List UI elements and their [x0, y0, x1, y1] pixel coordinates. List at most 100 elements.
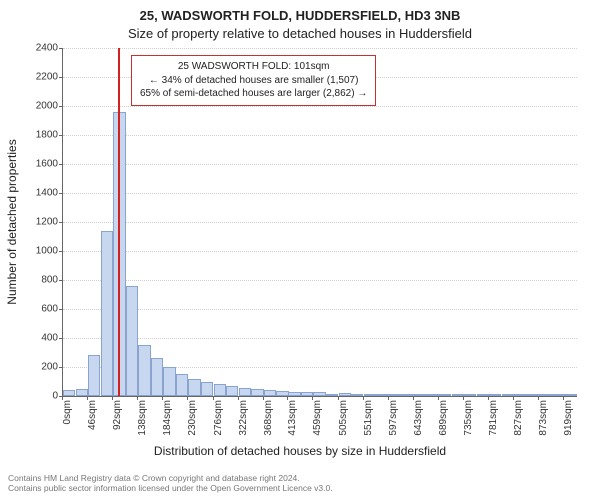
histogram-bar [288, 392, 300, 396]
y-tick-mark [59, 309, 63, 310]
x-tick-label: 735sqm [463, 400, 474, 460]
y-tick-label: 2000 [18, 101, 58, 112]
histogram-bar [527, 394, 539, 396]
histogram-bar [464, 394, 476, 396]
y-tick-mark [59, 77, 63, 78]
x-tick-label: 92sqm [112, 400, 123, 460]
x-tick-label: 873sqm [538, 400, 549, 460]
annotation-line3: 65% of semi-detached houses are larger (… [140, 87, 367, 101]
y-tick-label: 2400 [18, 43, 58, 54]
x-tick-label: 781sqm [488, 400, 499, 460]
histogram-bar [539, 394, 551, 396]
y-gridline [63, 135, 577, 136]
y-tick-label: 200 [18, 362, 58, 373]
histogram-bar [426, 394, 438, 396]
y-tick-label: 1600 [18, 159, 58, 170]
footer-attribution: Contains HM Land Registry data © Crown c… [8, 473, 333, 494]
x-tick-label: 919sqm [563, 400, 574, 460]
x-tick-label: 597sqm [388, 400, 399, 460]
histogram-bar [339, 393, 351, 396]
footer-line1: Contains HM Land Registry data © Crown c… [8, 473, 333, 484]
y-tick-mark [59, 280, 63, 281]
y-tick-label: 1200 [18, 217, 58, 228]
y-tick-label: 2200 [18, 72, 58, 83]
histogram-bar [389, 394, 401, 396]
histogram-bar [88, 355, 100, 396]
y-gridline [63, 309, 577, 310]
y-tick-mark [59, 222, 63, 223]
histogram-bar [477, 394, 489, 396]
chart-title-line2: Size of property relative to detached ho… [0, 26, 600, 41]
x-tick-label: 827sqm [513, 400, 524, 460]
x-tick-label: 413sqm [287, 400, 298, 460]
histogram-bar [364, 394, 376, 396]
annotation-line1: 25 WADSWORTH FOLD: 101sqm [140, 60, 367, 74]
y-tick-mark [59, 164, 63, 165]
y-tick-label: 400 [18, 333, 58, 344]
histogram-bar [63, 390, 75, 396]
y-gridline [63, 106, 577, 107]
histogram-bar [351, 394, 363, 396]
x-tick-label: 276sqm [213, 400, 224, 460]
y-tick-mark [59, 251, 63, 252]
y-tick-label: 1400 [18, 188, 58, 199]
y-tick-label: 1000 [18, 246, 58, 257]
y-axis-label: Number of detached properties [5, 139, 19, 304]
y-gridline [63, 280, 577, 281]
histogram-bar [489, 394, 501, 396]
y-tick-mark [59, 106, 63, 107]
histogram-bar [239, 388, 251, 396]
histogram-bar [176, 374, 188, 396]
histogram-bar [514, 394, 526, 396]
histogram-bar [226, 386, 238, 396]
annotation-box: 25 WADSWORTH FOLD: 101sqm← 34% of detach… [131, 55, 376, 106]
y-tick-mark [59, 338, 63, 339]
y-tick-label: 1800 [18, 130, 58, 141]
histogram-bar [188, 379, 200, 396]
y-tick-label: 0 [18, 391, 58, 402]
x-tick-label: 459sqm [312, 400, 323, 460]
histogram-bar [251, 389, 263, 396]
x-tick-label: 46sqm [87, 400, 98, 460]
y-tick-label: 600 [18, 304, 58, 315]
y-tick-label: 800 [18, 275, 58, 286]
histogram-bar [326, 394, 338, 396]
x-tick-label: 0sqm [62, 400, 73, 460]
histogram-bar [552, 394, 564, 396]
histogram-bar [452, 394, 464, 396]
footer-line2: Contains public sector information licen… [8, 483, 333, 494]
histogram-bar [201, 382, 213, 397]
x-tick-label: 551sqm [363, 400, 374, 460]
x-tick-label: 689sqm [438, 400, 449, 460]
histogram-bar [126, 286, 138, 396]
histogram-bar [151, 358, 163, 396]
chart-container: 25, WADSWORTH FOLD, HUDDERSFIELD, HD3 3N… [0, 0, 600, 500]
x-tick-label: 643sqm [413, 400, 424, 460]
x-tick-label: 184sqm [162, 400, 173, 460]
histogram-bar [502, 394, 514, 396]
x-tick-label: 138sqm [137, 400, 148, 460]
histogram-bar [138, 345, 150, 396]
histogram-bar [401, 394, 413, 396]
y-gridline [63, 48, 577, 49]
y-gridline [63, 193, 577, 194]
histogram-bar [414, 394, 426, 396]
x-tick-label: 505sqm [338, 400, 349, 460]
y-tick-mark [59, 135, 63, 136]
histogram-bar [376, 394, 388, 396]
property-marker-line [118, 48, 120, 396]
histogram-bar [214, 384, 226, 396]
histogram-bar [264, 390, 276, 396]
plot-area: 25 WADSWORTH FOLD: 101sqm← 34% of detach… [62, 48, 577, 397]
x-tick-label: 368sqm [263, 400, 274, 460]
x-tick-label: 322sqm [238, 400, 249, 460]
histogram-bar [564, 394, 576, 396]
chart-title-line1: 25, WADSWORTH FOLD, HUDDERSFIELD, HD3 3N… [0, 8, 600, 23]
y-tick-mark [59, 367, 63, 368]
y-gridline [63, 222, 577, 223]
histogram-bar [439, 394, 451, 396]
annotation-line2: ← 34% of detached houses are smaller (1,… [140, 74, 367, 88]
histogram-bar [163, 367, 175, 396]
y-tick-mark [59, 193, 63, 194]
x-tick-label: 230sqm [187, 400, 198, 460]
